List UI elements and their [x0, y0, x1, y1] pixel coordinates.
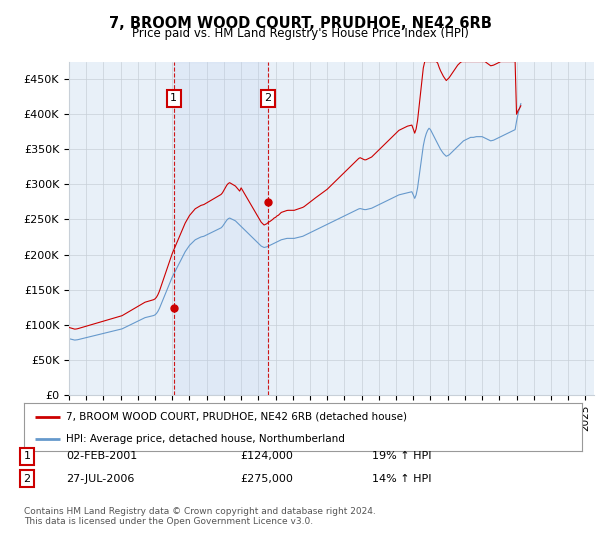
Text: Price paid vs. HM Land Registry's House Price Index (HPI): Price paid vs. HM Land Registry's House … — [131, 27, 469, 40]
Text: 14% ↑ HPI: 14% ↑ HPI — [372, 474, 431, 484]
Text: Contains HM Land Registry data © Crown copyright and database right 2024.
This d: Contains HM Land Registry data © Crown c… — [24, 507, 376, 526]
Text: 19% ↑ HPI: 19% ↑ HPI — [372, 451, 431, 461]
Text: 2: 2 — [23, 474, 31, 484]
Text: 7, BROOM WOOD COURT, PRUDHOE, NE42 6RB (detached house): 7, BROOM WOOD COURT, PRUDHOE, NE42 6RB (… — [66, 412, 407, 422]
Text: 1: 1 — [170, 94, 177, 103]
Text: 2: 2 — [265, 94, 272, 103]
Text: 7, BROOM WOOD COURT, PRUDHOE, NE42 6RB: 7, BROOM WOOD COURT, PRUDHOE, NE42 6RB — [109, 16, 491, 31]
Text: £124,000: £124,000 — [240, 451, 293, 461]
Text: £275,000: £275,000 — [240, 474, 293, 484]
Text: 1: 1 — [23, 451, 31, 461]
Text: 02-FEB-2001: 02-FEB-2001 — [66, 451, 137, 461]
Text: 27-JUL-2006: 27-JUL-2006 — [66, 474, 134, 484]
Bar — [174, 62, 268, 395]
Text: HPI: Average price, detached house, Northumberland: HPI: Average price, detached house, Nort… — [66, 434, 345, 444]
